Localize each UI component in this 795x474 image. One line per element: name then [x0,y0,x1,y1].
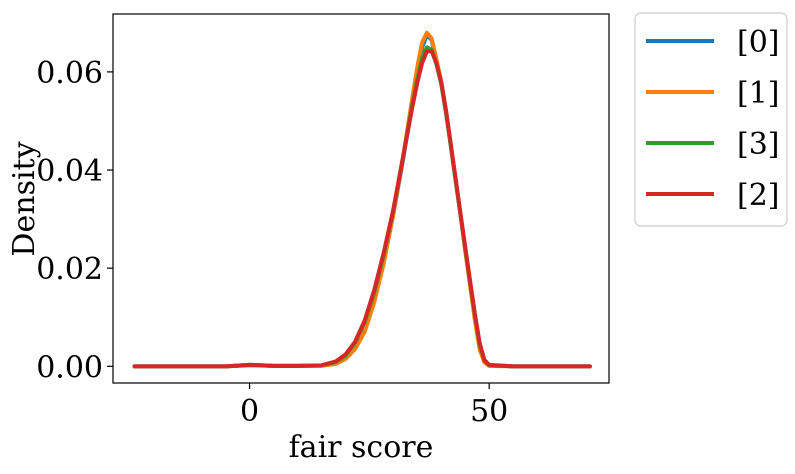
series-line-1 [132,30,592,369]
x-axis-label: fair score [289,430,434,465]
plot-frame [112,13,610,384]
series-line-3 [132,49,592,369]
x-tick-label: 50 [470,394,508,429]
legend-label-1: [1] [737,76,780,111]
y-axis: 0.00 0.02 0.04 0.06 [36,56,113,385]
legend-label-0: [0] [737,25,780,60]
legend-frame [634,12,788,227]
legend-label-2: [3] [737,127,780,162]
y-tick-label: 0.00 [36,350,103,385]
y-tick-label: 0.04 [36,154,103,189]
legend: [0] [1] [3] [2] [634,12,788,227]
x-axis: 0 50 [240,383,508,429]
x-tick-label: 0 [240,394,259,429]
series-line-0 [132,33,592,369]
series-line-2 [132,45,592,369]
y-tick-label: 0.02 [36,252,103,287]
plot-lines [132,30,592,369]
y-tick-label: 0.06 [36,56,103,91]
legend-label-3: [2] [737,178,780,213]
y-axis-label: Density [7,141,42,256]
